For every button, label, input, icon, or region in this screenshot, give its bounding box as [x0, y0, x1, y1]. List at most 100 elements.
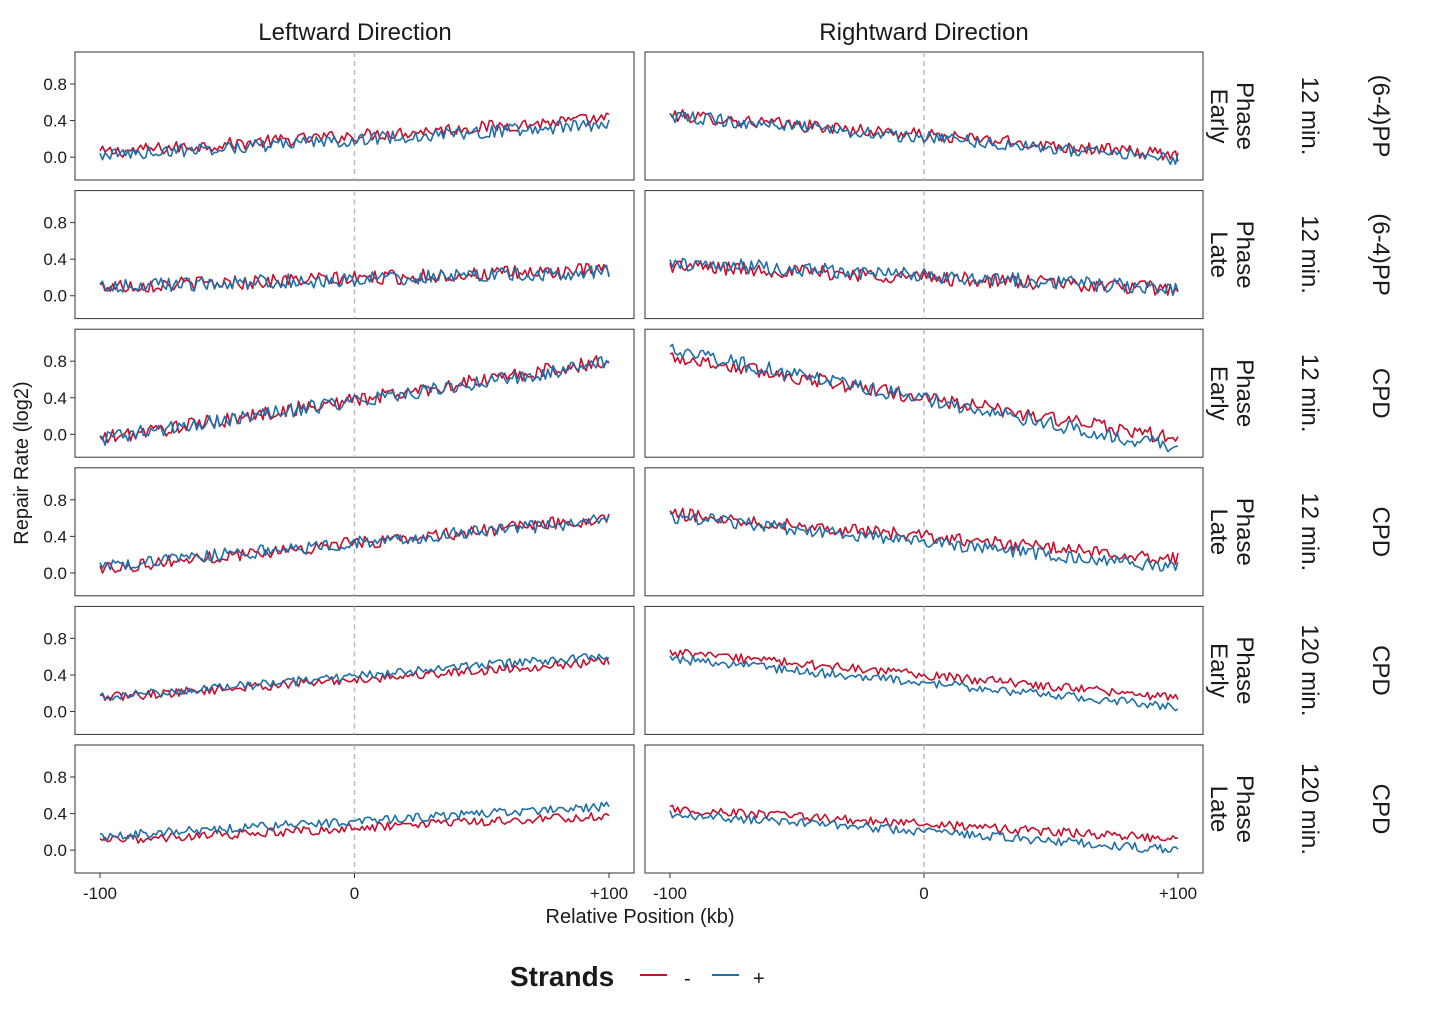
strip-damage-label: CPD	[1367, 368, 1394, 419]
series-line-plus	[99, 356, 610, 447]
strip-damage-label: (6-4)PP	[1367, 75, 1394, 158]
panel-r1-c1	[644, 190, 1204, 320]
panels-layer: 0.00.40.80.00.40.80.00.40.80.00.40.80.00…	[43, 51, 1204, 903]
strip-time-4: 120 min.	[1296, 624, 1323, 716]
strip-time-label: 120 min.	[1296, 624, 1323, 716]
strip-phase-line: Early	[1205, 643, 1232, 698]
series-line-plus	[99, 801, 610, 842]
x-tick-label: 0	[919, 884, 928, 903]
series-line-plus	[669, 343, 1179, 453]
y-tick-label: 0.8	[43, 768, 67, 787]
y-tick-label: 0.8	[43, 629, 67, 648]
panel-r1-c0: 0.0 0.4 0.8	[43, 190, 635, 320]
x-tick-label: -100	[653, 884, 687, 903]
x-tick-label: 0	[350, 884, 359, 903]
strip-phase-line: Phase	[1231, 221, 1258, 289]
series-line-plus	[99, 119, 610, 161]
y-tick-label: 0.8	[43, 491, 67, 510]
y-tick-label: 0.4	[43, 805, 67, 824]
y-tick-label: 0.8	[43, 75, 67, 94]
panel-r4-c1	[644, 605, 1204, 735]
strip-damage-3: CPD	[1367, 506, 1394, 557]
strip-damage-2: CPD	[1367, 368, 1394, 419]
y-tick-label: 0.0	[43, 287, 67, 306]
strip-damage-1: (6-4)PP	[1367, 213, 1394, 296]
labels-layer: Leftward Direction Rightward Direction R…	[11, 19, 1394, 928]
panel-r2-c1	[644, 328, 1204, 458]
y-tick-label: 0.0	[43, 425, 67, 444]
panel-r0-c0: 0.0 0.4 0.8	[43, 51, 635, 181]
series-line-plus	[669, 257, 1179, 297]
strip-damage-label: CPD	[1367, 645, 1394, 696]
series-line-minus	[669, 260, 1179, 296]
series-line-minus	[669, 507, 1179, 566]
panel-r3-c0: 0.0 0.4 0.8	[43, 467, 635, 597]
series-line-plus	[99, 514, 610, 571]
strip-time-3: 12 min.	[1296, 492, 1323, 571]
series-line-plus	[669, 655, 1179, 712]
legend-entry-minus: -	[684, 968, 691, 990]
y-tick-label: 0.8	[43, 352, 67, 371]
series-line-minus	[99, 112, 610, 158]
column-title-rightward: Rightward Direction	[819, 19, 1028, 46]
legend-title: Strands	[510, 961, 614, 992]
panel-r5-c1: -100 0 +100	[644, 744, 1204, 903]
panel-r3-c1	[644, 467, 1204, 597]
panel-r4-c0: 0.0 0.4 0.8	[43, 605, 635, 735]
strip-damage-4: CPD	[1367, 645, 1394, 696]
strip-time-1: 12 min.	[1296, 215, 1323, 294]
series-line-plus	[99, 264, 610, 293]
strip-phase-line: Late	[1205, 231, 1232, 278]
strip-time-0: 12 min.	[1296, 77, 1323, 156]
strip-phase-0: Early Phase	[1205, 82, 1258, 150]
y-tick-label: 0.0	[43, 841, 67, 860]
strip-phase-line: Phase	[1231, 775, 1258, 843]
y-tick-label: 0.4	[43, 250, 67, 269]
strip-damage-label: (6-4)PP	[1367, 213, 1394, 296]
y-tick-label: 0.8	[43, 214, 67, 233]
x-tick-label: +100	[590, 884, 628, 903]
x-tick-label: +100	[1159, 884, 1197, 903]
strip-phase-line: Phase	[1231, 498, 1258, 566]
series-line-minus	[99, 811, 610, 844]
panel-r2-c0: 0.0 0.4 0.8	[43, 328, 635, 458]
panel-r0-c1	[644, 51, 1204, 181]
y-tick-label: 0.4	[43, 666, 67, 685]
strip-phase-line: Phase	[1231, 359, 1258, 427]
series-line-minus	[99, 262, 610, 293]
strip-phase-1: Late Phase	[1205, 221, 1258, 289]
strip-time-label: 12 min.	[1296, 492, 1323, 571]
series-line-minus	[669, 648, 1179, 701]
series-line-minus	[669, 804, 1179, 843]
series-line-plus	[669, 810, 1179, 854]
x-tick-label: -100	[83, 884, 117, 903]
y-tick-label: 0.0	[43, 564, 67, 583]
y-axis-label: Repair Rate (log2)	[11, 381, 33, 544]
legend: Strands - +	[510, 961, 765, 992]
strip-damage-0: (6-4)PP	[1367, 75, 1394, 158]
strip-time-2: 12 min.	[1296, 354, 1323, 433]
strip-time-label: 12 min.	[1296, 354, 1323, 433]
strip-phase-line: Early	[1205, 366, 1232, 421]
x-axis-label: Relative Position (kb)	[546, 906, 735, 928]
strip-time-5: 120 min.	[1296, 763, 1323, 855]
strip-damage-label: CPD	[1367, 784, 1394, 835]
series-line-plus	[669, 111, 1179, 166]
panel-r5-c0: 0.0 0.4 0.8 -100 0 +100	[43, 744, 635, 903]
strip-phase-5: Late Phase	[1205, 775, 1258, 843]
y-tick-label: 0.4	[43, 112, 67, 131]
strip-time-label: 120 min.	[1296, 763, 1323, 855]
y-tick-label: 0.4	[43, 527, 67, 546]
strip-phase-line: Phase	[1231, 82, 1258, 150]
strip-phase-line: Late	[1205, 508, 1232, 555]
strip-phase-line: Late	[1205, 786, 1232, 833]
strip-phase-3: Late Phase	[1205, 498, 1258, 566]
strip-time-label: 12 min.	[1296, 77, 1323, 156]
column-title-leftward: Leftward Direction	[258, 19, 451, 46]
strip-phase-line: Early	[1205, 89, 1232, 144]
series-line-plus	[669, 512, 1179, 572]
strip-damage-label: CPD	[1367, 506, 1394, 557]
series-line-plus	[99, 653, 610, 701]
strip-phase-2: Early Phase	[1205, 359, 1258, 427]
